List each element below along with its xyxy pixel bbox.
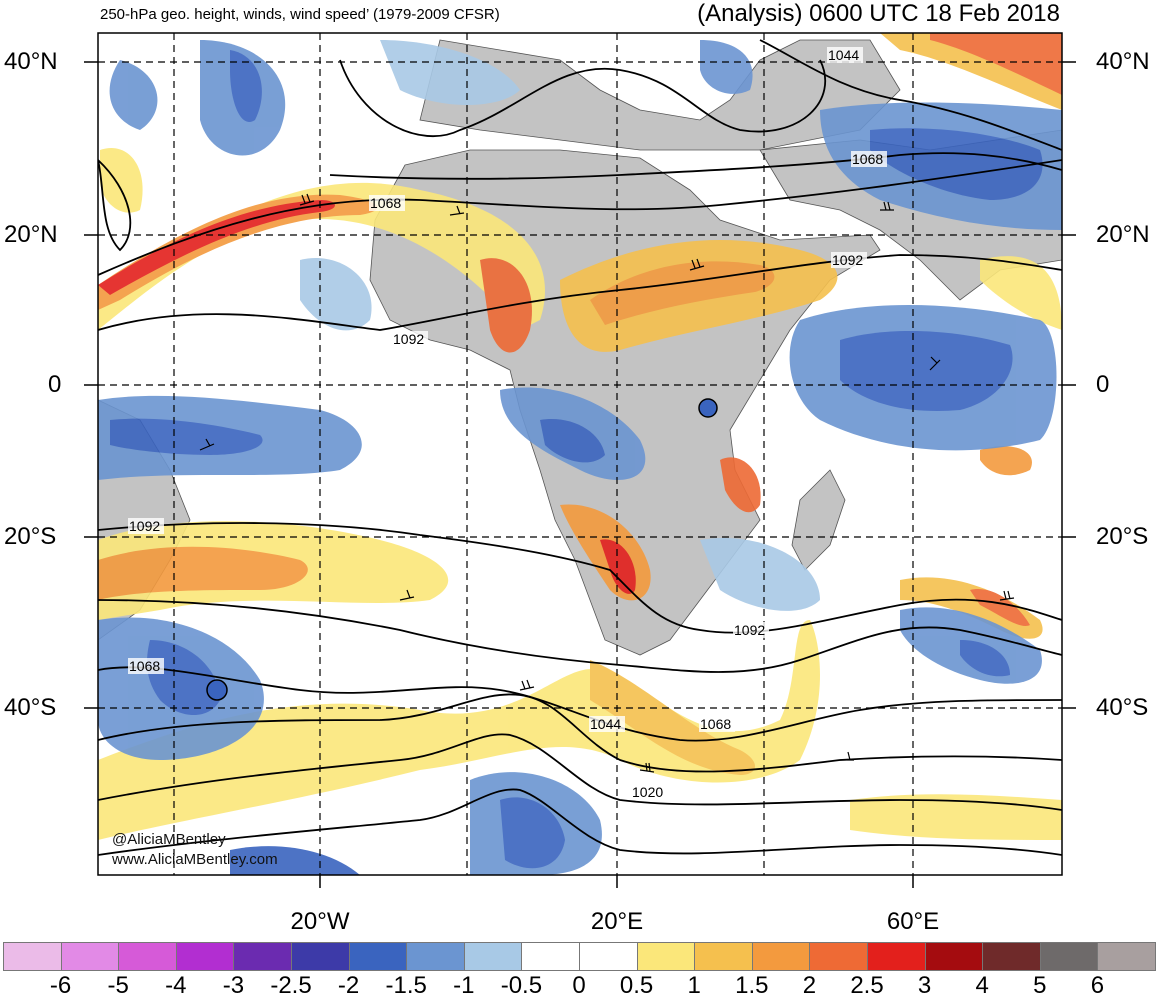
circle-markers bbox=[206, 398, 718, 701]
landmass-madagascar bbox=[791, 469, 846, 571]
colorbar-label: 5 bbox=[1033, 972, 1047, 999]
contour-line bbox=[98, 788, 1062, 856]
contour-label: 1044 bbox=[828, 47, 859, 63]
contour-label: 1092 bbox=[129, 518, 160, 534]
wind-anomaly-positive bbox=[98, 33, 1062, 840]
colorbar-label: -1 bbox=[453, 972, 475, 999]
colorbar-label: -1.5 bbox=[385, 972, 427, 999]
credit-handle: @AliciaMBentley bbox=[112, 831, 226, 848]
colorbar-swatch bbox=[3, 942, 62, 971]
colorbar-swatch bbox=[636, 942, 696, 971]
colorbar-swatch bbox=[463, 942, 523, 971]
colorbar-swatch bbox=[924, 942, 984, 971]
colorbar-swatch bbox=[406, 942, 465, 971]
colorbar-label: -2 bbox=[337, 972, 360, 999]
colorbar-label: 3 bbox=[917, 972, 932, 999]
colorbar-swatch bbox=[118, 942, 177, 971]
map-subtitle: 250-hPa geo. height, winds, wind speed’ … bbox=[100, 6, 500, 23]
colorbar-swatch bbox=[1039, 942, 1099, 971]
lat-label-eq-right: 0 bbox=[1096, 371, 1110, 398]
colorbar-label: -4 bbox=[165, 972, 187, 999]
colorbar-label: -0.5 bbox=[500, 972, 543, 999]
contour-label: 1068 bbox=[370, 195, 401, 211]
colorbar-swatch bbox=[175, 942, 235, 971]
lat-label-20s-right: 20°S bbox=[1096, 523, 1149, 550]
contour-label: 1044 bbox=[590, 716, 621, 732]
contour-line bbox=[98, 666, 1062, 742]
contour-line bbox=[329, 152, 1062, 180]
contour-label: 1092 bbox=[832, 252, 863, 268]
contour-line bbox=[98, 693, 1062, 773]
lon-label-20w: 20°W bbox=[290, 908, 350, 935]
colorbar-swatch bbox=[751, 942, 811, 971]
colorbar-label: -6 bbox=[49, 972, 72, 999]
lat-label-40s-left: 40°S bbox=[4, 694, 57, 721]
lat-label-eq-left: 0 bbox=[48, 371, 62, 398]
colorbar-swatch bbox=[521, 942, 580, 971]
colorbar-swatch bbox=[694, 942, 753, 971]
contour-line bbox=[339, 59, 827, 138]
colorbar-label: 4 bbox=[975, 972, 989, 999]
contour-label: 1092 bbox=[734, 622, 765, 638]
contour-label: 1092 bbox=[393, 331, 424, 347]
lat-label-20n-right: 20°N bbox=[1096, 221, 1150, 248]
colorbar-swatch bbox=[60, 942, 120, 971]
lat-label-20s-left: 20°S bbox=[4, 523, 57, 550]
colorbar-label: -3 bbox=[222, 972, 245, 999]
colorbar-label: 6 bbox=[1090, 972, 1105, 999]
lat-label-20n-left: 20°N bbox=[4, 221, 58, 248]
landmass-europe bbox=[419, 39, 901, 151]
credit-url: www.AliciaMBentley.com bbox=[112, 851, 278, 868]
contour-label: 1068 bbox=[700, 716, 731, 732]
contour-labels: 1044 1068 1068 1092 1092 1092 1092 1068 … bbox=[128, 47, 887, 800]
map-frame bbox=[97, 32, 1063, 876]
colorbar-swatch bbox=[579, 942, 638, 971]
colorbar-swatch bbox=[233, 942, 292, 971]
contour-line bbox=[98, 522, 1062, 634]
colorbar-label: 2 bbox=[802, 972, 817, 999]
contour-line bbox=[98, 159, 1062, 276]
lon-label-60e: 60°E bbox=[886, 908, 940, 935]
colorbar-label: 1.5 bbox=[735, 972, 769, 999]
map-title: (Analysis) 0600 UTC 18 Feb 2018 bbox=[697, 0, 1060, 27]
wind-barbs bbox=[199, 193, 1015, 773]
contour-label: 1068 bbox=[852, 151, 883, 167]
colorbar-swatch bbox=[809, 942, 868, 971]
colorbar-label: 2.5 bbox=[850, 972, 884, 999]
contour-label: 1068 bbox=[129, 658, 160, 674]
colorbar-swatch bbox=[291, 942, 350, 971]
lon-label-20e: 20°E bbox=[590, 908, 644, 935]
colorbar-label: 0 bbox=[572, 972, 586, 999]
contour-line bbox=[98, 254, 1062, 331]
colorbar-label: -5 bbox=[107, 972, 129, 999]
colorbar-swatch bbox=[982, 942, 1041, 971]
wind-anomaly-negative bbox=[98, 40, 1062, 875]
colorbar-label: -2.5 bbox=[270, 972, 312, 999]
colorbar-swatch bbox=[1097, 942, 1156, 971]
contour-line bbox=[759, 39, 1062, 151]
colorbar-label: 1 bbox=[687, 972, 701, 999]
height-contours bbox=[98, 39, 1062, 856]
contour-line bbox=[98, 599, 1062, 673]
lat-lon-grid bbox=[98, 33, 1062, 875]
contour-line bbox=[98, 733, 1062, 811]
contour-label: 1020 bbox=[632, 784, 663, 800]
axis-ticks bbox=[84, 61, 1076, 888]
colorbar-label: 0.5 bbox=[619, 972, 654, 999]
contour-line bbox=[98, 159, 132, 252]
lat-label-40n-right: 40°N bbox=[1096, 48, 1150, 75]
lat-label-40n-left: 40°N bbox=[4, 48, 58, 75]
lat-label-40s-right: 40°S bbox=[1096, 694, 1149, 721]
colorbar-swatch bbox=[348, 942, 408, 971]
colorbar-swatch bbox=[867, 942, 926, 971]
